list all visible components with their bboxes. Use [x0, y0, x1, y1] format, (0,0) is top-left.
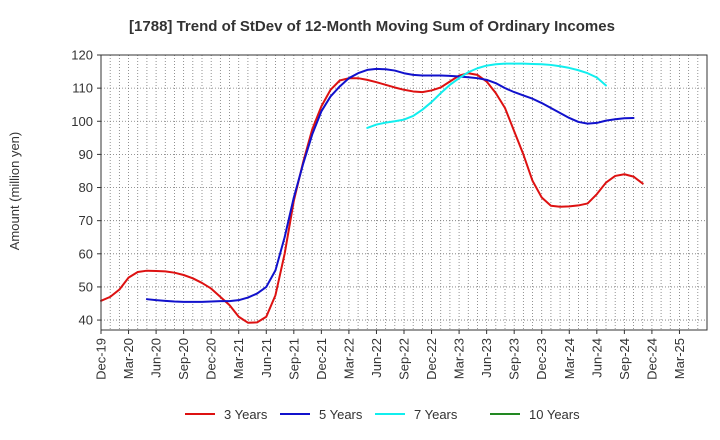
x-tick-label: Mar-22	[341, 338, 356, 379]
y-axis-ticks: 40 50 60 70 80 90 100 110 120	[71, 48, 101, 328]
x-tick-label: Dec-19	[94, 338, 109, 380]
x-tick-label: Dec-23	[534, 338, 549, 380]
x-tick-label: Sep-23	[507, 338, 522, 380]
y-tick-label: 100	[71, 114, 93, 129]
chart-title: [1788] Trend of StDev of 12-Month Moving…	[129, 18, 615, 35]
x-tick-label: Dec-22	[424, 338, 439, 380]
grid	[101, 55, 707, 330]
x-tick-label: Mar-23	[452, 338, 467, 379]
x-tick-label: Dec-21	[314, 338, 329, 380]
x-tick-label: Sep-21	[286, 338, 301, 380]
legend-label: 10 Years	[529, 407, 580, 422]
legend-label: 3 Years	[224, 407, 268, 422]
y-axis-label: Amount (million yen)	[7, 132, 22, 251]
plot-frame	[100, 54, 708, 331]
y-tick-label: 80	[79, 180, 93, 195]
x-tick-label: Jun-24	[589, 338, 604, 378]
y-tick-label: 60	[79, 246, 93, 261]
legend: 3 Years 5 Years 7 Years 10 Years	[185, 407, 580, 422]
x-tick-label: Sep-22	[397, 338, 412, 380]
x-tick-label: Sep-24	[617, 338, 632, 380]
y-tick-label: 90	[79, 147, 93, 162]
x-tick-label: Jun-22	[369, 338, 384, 378]
series-lines	[100, 62, 644, 324]
series-line-3-years	[100, 72, 644, 324]
series-line-5-years	[145, 67, 635, 303]
x-tick-label: Mar-21	[231, 338, 246, 379]
x-tick-label: Mar-24	[562, 338, 577, 379]
x-tick-label: Sep-20	[176, 338, 191, 380]
x-tick-label: Jun-23	[479, 338, 494, 378]
x-tick-label: Mar-20	[121, 338, 136, 379]
x-tick-label: Mar-25	[672, 338, 687, 379]
y-tick-label: 50	[79, 279, 93, 294]
legend-label: 7 Years	[414, 407, 458, 422]
y-tick-label: 40	[79, 313, 93, 328]
series-line-7-years	[366, 62, 607, 129]
x-tick-label: Dec-20	[204, 338, 219, 380]
x-tick-label: Jun-21	[259, 338, 274, 378]
legend-label: 5 Years	[319, 407, 363, 422]
y-tick-label: 110	[72, 81, 93, 96]
y-tick-label: 120	[71, 48, 93, 63]
x-tick-label: Jun-20	[149, 338, 164, 378]
y-tick-label: 70	[79, 213, 93, 228]
x-axis-ticks: Dec-19 Mar-20 Jun-20 Sep-20 Dec-20 Mar-21 Jun-…	[94, 330, 687, 380]
x-tick-label: Dec-24	[644, 338, 659, 380]
